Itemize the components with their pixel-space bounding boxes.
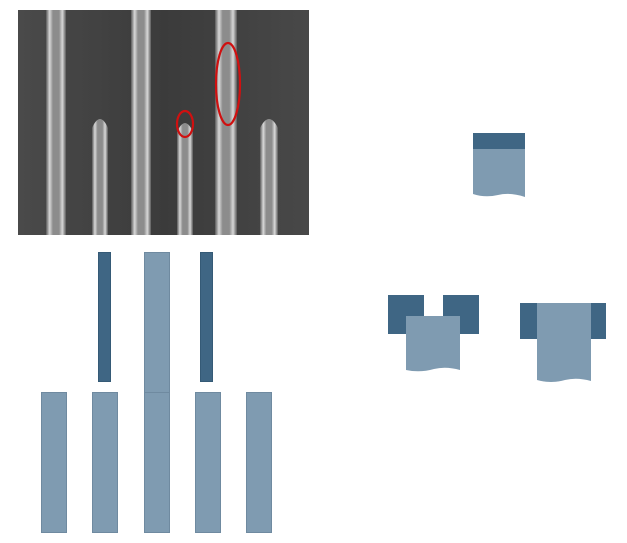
sem-line-short-1 [92,119,108,235]
sem-micrograph [18,10,309,235]
dark-bar-right [200,252,213,382]
body-light-top [473,149,525,197]
lower-bar-3 [144,392,170,533]
pattern-layout [38,248,274,538]
cross-section-diagrams [388,133,606,382]
sem-line-short-3 [260,119,278,235]
sem-line-tall-1 [46,10,66,235]
lower-bar-2 [92,392,118,533]
highlight-ellipse-small [175,109,195,139]
cross-section-bottom-right [520,303,606,382]
lower-bar-1 [41,392,67,533]
cap-dark-top [473,133,525,149]
body-light-bottom-left [406,316,460,372]
sem-micrograph-graphic [18,10,309,235]
sem-line-short-2 [177,123,193,235]
cross-section-top [473,133,525,197]
lower-bar-4 [195,392,221,533]
lower-bar-5 [246,392,272,533]
cross-section-bottom-left [388,295,479,372]
body-light-bottom-right [537,303,591,382]
center-bar-upper [144,252,170,393]
sem-line-tall-2 [131,10,151,235]
dark-bar-left [98,252,111,382]
highlight-ellipse-large [214,41,242,127]
sem-line-tall-3 [215,10,237,235]
